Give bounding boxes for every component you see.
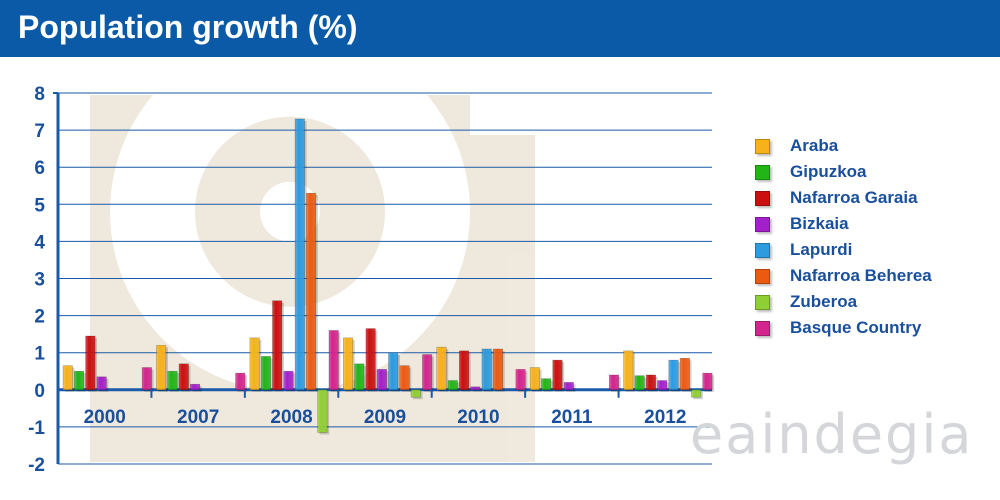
- bar-gipuzkoa-2011: [541, 378, 552, 391]
- bar-basque-country-2010: [515, 369, 526, 391]
- bar-basque-country-2000: [141, 367, 152, 391]
- legend-swatch: [755, 138, 770, 154]
- bar-basque-country-2012: [702, 372, 713, 391]
- bar-zuberoa-2012: [691, 389, 702, 398]
- legend: Araba Gipuzkoa Nafarroa Garaia Bizkaia Lapur…: [755, 133, 932, 341]
- bar-lapurdi-2010: [481, 348, 492, 391]
- bar-bizkaia-2009: [376, 369, 387, 391]
- y-tick-label: 2: [34, 307, 45, 328]
- x-tick-label: 2000: [84, 407, 126, 428]
- bar-chart: 8 7 6 5 4 3 2 1 0 -1 -2 2000 2007 2008 2009 2010 2011 201…: [28, 57, 715, 476]
- bar-nafarroa-garaia-2009: [365, 328, 376, 391]
- x-tick-label: 2008: [270, 407, 312, 428]
- legend-swatch: [755, 242, 770, 258]
- y-tick-label: 6: [34, 158, 45, 179]
- bar-gipuzkoa-2009: [354, 363, 365, 391]
- bar-basque-country-2011: [608, 374, 620, 391]
- title-bar: Population growth (%): [0, 0, 1000, 57]
- bar-bizkaia-2010: [470, 386, 481, 391]
- y-tick-label: -2: [28, 455, 45, 476]
- legend-label: Lapurdi: [790, 240, 853, 259]
- bar-gipuzkoa-2010: [447, 380, 458, 391]
- bar-araba-2008: [249, 337, 260, 391]
- bar-bizkaia-2012: [657, 380, 668, 391]
- bar-nafarroa-beherea-2012: [679, 357, 690, 391]
- bar-gipuzkoa-2008: [260, 356, 271, 391]
- y-tick-label: 5: [34, 195, 45, 216]
- bar-nafarroa-garaia-2010: [459, 350, 470, 391]
- legend-swatch: [755, 268, 770, 284]
- bar-zuberoa-2008: [317, 389, 328, 433]
- legend-item: Araba: [755, 133, 932, 159]
- bar-nafarroa-beherea-2008: [306, 192, 317, 391]
- legend-label: Bizkaia: [790, 214, 849, 233]
- bar-nafarroa-garaia-2008: [272, 300, 283, 391]
- bar-basque-country-2009: [422, 354, 433, 391]
- bar-gipuzkoa-2000: [74, 370, 85, 391]
- bar-gipuzkoa-2007: [167, 370, 178, 391]
- legend-item: Nafarroa Beherea: [755, 263, 932, 289]
- bar-basque-country-2008: [328, 330, 339, 391]
- legend-swatch: [755, 294, 770, 310]
- bar-araba-2011: [529, 367, 540, 391]
- bar-araba-2012: [623, 350, 634, 391]
- legend-item: Basque Country: [755, 315, 932, 341]
- legend-swatch: [755, 320, 770, 336]
- legend-item: Zuberoa: [755, 289, 932, 315]
- bar-araba-2010: [436, 346, 447, 391]
- bar-nafarroa-garaia-2000: [85, 335, 96, 391]
- bar-araba-2000: [62, 365, 73, 391]
- legend-label: Basque Country: [790, 318, 922, 337]
- legend-label: Araba: [790, 136, 839, 155]
- y-tick-label: 8: [34, 84, 45, 105]
- bar-araba-2009: [342, 337, 354, 391]
- watermark-logo: eaindegia: [690, 403, 974, 466]
- legend-label: Nafarroa Beherea: [790, 266, 932, 285]
- bar-nafarroa-garaia-2007: [178, 363, 189, 391]
- page-title: Population growth (%): [18, 9, 358, 45]
- x-tick-label: 2012: [644, 407, 686, 428]
- bar-zuberoa-2009: [410, 389, 421, 398]
- y-tick-label: 3: [34, 270, 45, 291]
- legend-swatch: [755, 190, 770, 206]
- legend-label: Gipuzkoa: [790, 162, 867, 181]
- bar-bizkaia-2008: [283, 370, 294, 391]
- y-tick-label: 1: [34, 344, 45, 365]
- legend-swatch: [755, 164, 770, 180]
- bar-nafarroa-garaia-2012: [645, 374, 656, 391]
- bar-nafarroa-beherea-2010: [492, 348, 504, 391]
- legend-swatch: [755, 216, 770, 232]
- y-tick-label: 0: [34, 381, 45, 402]
- legend-item: Lapurdi: [755, 237, 932, 263]
- legend-item: Gipuzkoa: [755, 159, 932, 185]
- bar-bizkaia-2011: [563, 382, 574, 391]
- x-tick-label: 2007: [177, 407, 219, 428]
- bar-basque-country-2007: [235, 372, 246, 391]
- y-tick-label: 7: [34, 121, 45, 142]
- bar-lapurdi-2012: [668, 359, 679, 391]
- bar-lapurdi-2009: [388, 352, 399, 391]
- x-tick-label: 2011: [551, 407, 593, 428]
- bar-bizkaia-2000: [96, 376, 107, 391]
- legend-label: Zuberoa: [790, 292, 858, 311]
- legend-label: Nafarroa Garaia: [790, 188, 918, 207]
- bar-lapurdi-2008: [294, 118, 305, 391]
- bar-gipuzkoa-2012: [634, 375, 645, 391]
- bar-nafarroa-garaia-2011: [552, 359, 563, 391]
- bar-nafarroa-beherea-2009: [399, 365, 410, 391]
- x-tick-label: 2009: [364, 407, 406, 428]
- y-tick-label: -1: [28, 418, 45, 439]
- legend-item: Bizkaia: [755, 211, 932, 237]
- bar-bizkaia-2007: [190, 383, 201, 391]
- x-tick-label: 2010: [457, 407, 499, 428]
- legend-item: Nafarroa Garaia: [755, 185, 932, 211]
- bar-shadow: [472, 388, 483, 392]
- bar-araba-2007: [156, 344, 167, 391]
- y-tick-label: 4: [34, 232, 45, 253]
